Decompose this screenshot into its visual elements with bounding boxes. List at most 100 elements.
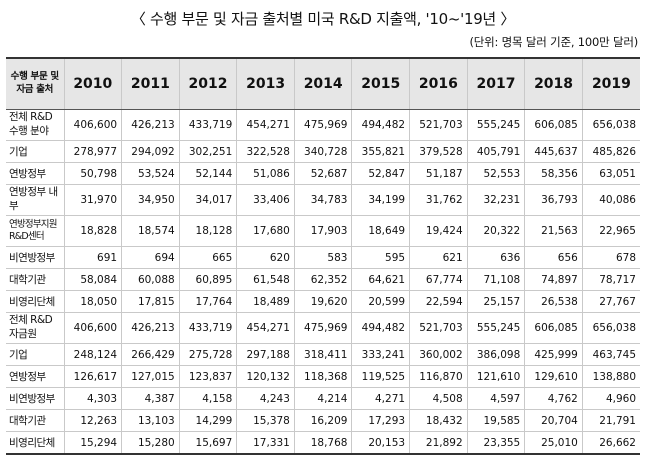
table-cell: 13,103	[121, 409, 180, 432]
table-cell: 18,128	[178, 215, 237, 247]
header-corner-label: 수행 부문 및 자금 출처	[6, 58, 64, 110]
table-cell: 19,620	[293, 290, 352, 313]
table-cell: 127,015	[121, 365, 180, 388]
table-cell: 26,662	[581, 431, 640, 455]
table-cell: 606,085	[524, 109, 583, 141]
table-cell: 22,965	[581, 215, 640, 247]
year-header: 2011	[121, 58, 180, 110]
table-cell: 322,528	[236, 140, 295, 163]
year-header: 2014	[293, 58, 352, 110]
table-cell: 445,637	[524, 140, 583, 163]
table-cell: 67,774	[409, 268, 468, 291]
rd-expenditure-table: 수행 부문 및 자금 출처 2010 2011 2012 2013 2014 2…	[6, 57, 640, 455]
row-label: 대학기관	[6, 268, 64, 291]
table-cell: 61,548	[236, 268, 295, 291]
table-cell: 18,768	[293, 431, 352, 455]
table-cell: 74,897	[524, 268, 583, 291]
table-cell: 19,424	[409, 215, 468, 247]
table-cell: 521,703	[409, 109, 468, 141]
table-cell: 20,599	[351, 290, 410, 313]
table-cell: 34,199	[351, 184, 410, 216]
table-cell: 18,828	[63, 215, 122, 247]
table-cell: 454,271	[236, 109, 295, 141]
table-cell: 63,051	[581, 162, 640, 185]
table-cell: 433,719	[178, 312, 237, 344]
table-cell: 4,303	[63, 387, 122, 410]
table-cell: 27,767	[581, 290, 640, 313]
table-cell: 138,880	[581, 365, 640, 388]
table-cell: 36,793	[524, 184, 583, 216]
table-cell: 20,153	[351, 431, 410, 455]
row-label: 비연방정부	[6, 246, 64, 269]
table-row: 기업 248,124 266,429 275,728 297,188 318,411 333…	[6, 343, 640, 366]
row-label: 기업	[6, 343, 64, 366]
table-cell: 656,038	[581, 109, 640, 141]
table-cell: 18,649	[351, 215, 410, 247]
table-cell: 636	[466, 246, 525, 269]
table-cell: 278,977	[63, 140, 122, 163]
year-header: 2013	[236, 58, 295, 110]
table-row: 전체 R&D 자금원 406,600 426,213 433,719 454,271 47…	[6, 312, 640, 344]
table-cell: 297,188	[236, 343, 295, 366]
table-title: 〈 수행 부문 및 자금 출처별 미국 R&D 지출액, '10~'19년 〉	[130, 10, 516, 28]
table-cell: 32,231	[466, 184, 525, 216]
table-cell: 12,263	[63, 409, 122, 432]
table-cell: 58,356	[524, 162, 583, 185]
table-row: 대학기관 12,263 13,103 14,299 15,378 16,209 17,293…	[6, 409, 640, 432]
table-cell: 318,411	[293, 343, 352, 366]
table-cell: 17,680	[236, 215, 295, 247]
table-cell: 17,331	[236, 431, 295, 455]
table-row: 기업 278,977 294,092 302,251 322,528 340,728 355…	[6, 140, 640, 163]
row-label: 연방정부지원 R&D센터	[6, 215, 64, 247]
table-cell: 4,243	[236, 387, 295, 410]
table-cell: 425,999	[524, 343, 583, 366]
table-cell: 494,482	[351, 109, 410, 141]
table-cell: 248,124	[63, 343, 122, 366]
table-cell: 22,594	[409, 290, 468, 313]
table-cell: 4,508	[409, 387, 468, 410]
table-cell: 78,717	[581, 268, 640, 291]
table-cell: 58,084	[63, 268, 122, 291]
table-cell: 454,271	[236, 312, 295, 344]
table-cell: 4,597	[466, 387, 525, 410]
table-cell: 60,088	[121, 268, 180, 291]
table-cell: 16,209	[293, 409, 352, 432]
table-row: 비영리단체 18,050 17,815 17,764 18,489 19,620 20,59…	[6, 290, 640, 313]
table-cell: 18,489	[236, 290, 295, 313]
table-cell: 118,368	[293, 365, 352, 388]
table-cell: 33,406	[236, 184, 295, 216]
table-cell: 52,847	[351, 162, 410, 185]
table-cell: 129,610	[524, 365, 583, 388]
table-cell: 406,600	[63, 312, 122, 344]
table-cell: 31,762	[409, 184, 468, 216]
table-cell: 656,038	[581, 312, 640, 344]
year-header: 2015	[351, 58, 410, 110]
table-cell: 4,158	[178, 387, 237, 410]
row-label: 비영리단체	[6, 290, 64, 313]
table-cell: 18,050	[63, 290, 122, 313]
table-cell: 18,574	[121, 215, 180, 247]
table-cell: 555,245	[466, 312, 525, 344]
table-cell: 64,621	[351, 268, 410, 291]
table-cell: 17,293	[351, 409, 410, 432]
table-cell: 52,687	[293, 162, 352, 185]
table-cell: 51,187	[409, 162, 468, 185]
table-cell: 25,157	[466, 290, 525, 313]
table-cell: 426,213	[121, 109, 180, 141]
table-cell: 50,798	[63, 162, 122, 185]
table-cell: 52,144	[178, 162, 237, 185]
table-cell: 21,892	[409, 431, 468, 455]
table-cell: 18,432	[409, 409, 468, 432]
table-cell: 4,214	[293, 387, 352, 410]
table-row: 비연방정부 691 694 665 620 583 595 621 636 656 678	[6, 246, 640, 269]
year-header: 2016	[409, 58, 468, 110]
table-cell: 126,617	[63, 365, 122, 388]
table-cell: 275,728	[178, 343, 237, 366]
table-cell: 21,791	[581, 409, 640, 432]
table-cell: 21,563	[524, 215, 583, 247]
table-cell: 606,085	[524, 312, 583, 344]
table-cell: 266,429	[121, 343, 180, 366]
table-cell: 123,837	[178, 365, 237, 388]
table-row: 전체 R&D 수행 분야 406,600 426,213 433,719 454,271…	[6, 109, 640, 141]
table-cell: 15,280	[121, 431, 180, 455]
